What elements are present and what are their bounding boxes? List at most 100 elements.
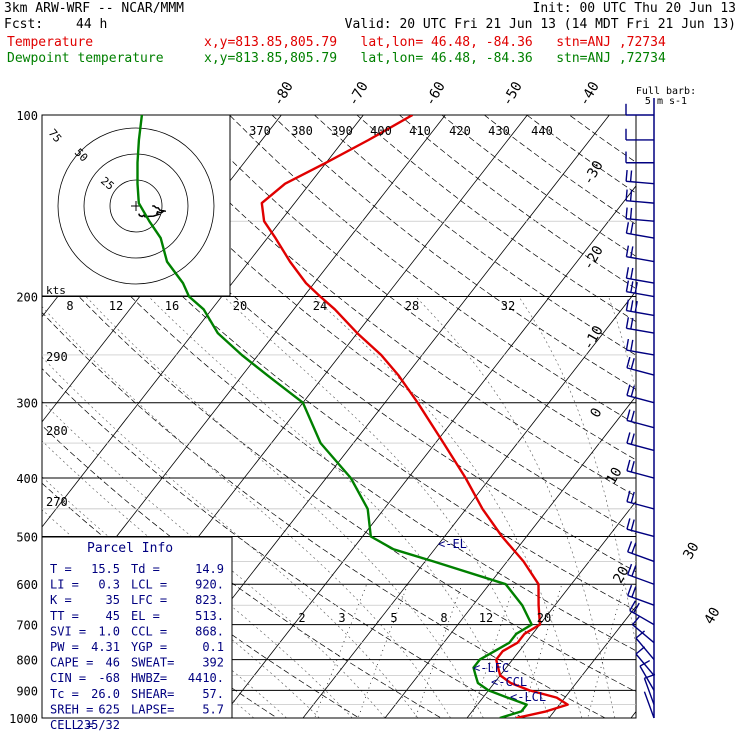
temperature-legend: Temperature bbox=[7, 35, 94, 50]
profiles bbox=[136, 115, 569, 718]
dry-adiabat bbox=[0, 115, 48, 731]
wind-barb-flag bbox=[625, 245, 630, 257]
header: 3km ARW-WRF -- NCAR/MMM Init: 00 UTC Thu… bbox=[0, 0, 740, 70]
wind-barb-flag bbox=[630, 358, 635, 370]
parcel-row-value: 920. bbox=[195, 578, 224, 592]
parcel-row-value: 0.1 bbox=[202, 640, 224, 654]
parcel-row-value: 15.5 bbox=[91, 562, 120, 576]
wind-barb-flag bbox=[626, 459, 631, 471]
pressure-tick-label: 900 bbox=[16, 684, 38, 698]
wind-barb-staff bbox=[639, 665, 655, 691]
dewpoint-legend: Dewpoint temperature bbox=[7, 51, 164, 66]
wind-barb-flag bbox=[635, 630, 646, 639]
parcel-row-value: 5.7 bbox=[202, 702, 224, 716]
parcel-row-name: SREH = bbox=[50, 702, 93, 716]
wind-barb-flag bbox=[625, 207, 628, 219]
isotherm-line bbox=[384, 395, 636, 718]
level-annotation: <-LCL bbox=[510, 690, 546, 704]
wind-barb-flag bbox=[630, 246, 634, 258]
parcel-row-name: TT = bbox=[50, 609, 79, 623]
wind-barb-flag bbox=[625, 189, 628, 201]
temperature-location: x,y=813.85,805.79 lat,lon= 46.48, -84.36… bbox=[204, 35, 666, 50]
wind-barb-flag bbox=[630, 433, 635, 445]
profile-dewpoint-temperature bbox=[136, 115, 533, 718]
wind-barb-flag bbox=[630, 300, 634, 312]
wind-speed-axis: 8 12 16 20 24 28 32 bbox=[66, 299, 515, 313]
model-title: 3km ARW-WRF -- NCAR/MMM bbox=[4, 1, 185, 16]
isotherm-label: 20 bbox=[610, 564, 632, 587]
parcel-row-name: K = bbox=[50, 593, 72, 607]
pressure-tick-label: 300 bbox=[16, 397, 38, 411]
dry-adiabat bbox=[271, 115, 636, 390]
moist-adiabat bbox=[608, 296, 636, 394]
parcel-row-name: CELL = bbox=[50, 718, 93, 732]
forecast-hours: 44 h bbox=[76, 17, 108, 32]
wind-barb-staff bbox=[626, 277, 655, 284]
parcel-row-name: CAPE = bbox=[50, 656, 93, 670]
wind-barb-flag bbox=[629, 170, 633, 182]
wind-barb-staff bbox=[626, 199, 655, 204]
parcel-row-name: T = bbox=[50, 562, 72, 576]
mixing-ratio-line bbox=[521, 584, 563, 718]
parcel-row-value: 513. bbox=[195, 609, 224, 623]
parcel-row-name: Td = bbox=[131, 562, 160, 576]
hodograph-trace bbox=[138, 205, 167, 218]
dry-adiabat bbox=[399, 115, 636, 290]
isotherm-label: -20 bbox=[580, 243, 607, 273]
dry-adiabat bbox=[484, 115, 636, 225]
forecast-label: Fcst: bbox=[4, 17, 44, 32]
pressure-tick-label: 600 bbox=[16, 578, 38, 592]
parcel-row-name: PW = bbox=[50, 640, 79, 654]
dry-adiabats bbox=[0, 115, 636, 731]
parcel-row-value: 625 bbox=[98, 702, 120, 716]
wind-barb-staff bbox=[626, 327, 655, 334]
wind-barb-flag bbox=[630, 385, 635, 397]
wind-barb-flag bbox=[630, 281, 634, 293]
wind-barb-flag bbox=[634, 282, 638, 294]
wind-barb-flag bbox=[627, 584, 633, 596]
parcel-row-name: LI = bbox=[50, 578, 79, 592]
pressure-tick-label: 200 bbox=[16, 291, 38, 305]
wind-barb-flag bbox=[625, 280, 630, 292]
wind-speed-tick-label: 8 bbox=[66, 299, 73, 313]
mixing-ratio-line bbox=[587, 584, 625, 718]
moist-adiabat bbox=[682, 297, 714, 719]
wind-barb-flag bbox=[625, 299, 630, 311]
isotherm-line bbox=[220, 185, 636, 718]
mixing-ratio-lines bbox=[314, 584, 625, 718]
pressure-tick-label: 400 bbox=[16, 472, 38, 486]
theta-label: 410 bbox=[409, 124, 431, 138]
mixing-ratio-label: 2 bbox=[298, 611, 305, 625]
theta-label: 430 bbox=[488, 124, 510, 138]
dry-adiabat bbox=[42, 146, 636, 612]
wind-barb-flag bbox=[626, 490, 631, 502]
wind-barb-flag bbox=[629, 600, 636, 611]
wind-barb-flag bbox=[635, 646, 646, 655]
parcel-row-value: 392 bbox=[202, 656, 224, 670]
isotherm-label: -80 bbox=[270, 79, 297, 109]
wind-barb-flag bbox=[625, 338, 630, 351]
theta-label: 400 bbox=[370, 124, 392, 138]
isotherm-line bbox=[703, 102, 740, 731]
wind-barb-staff bbox=[643, 691, 655, 719]
isotherm-label: 10 bbox=[603, 465, 625, 488]
level-annotation: <-EL bbox=[438, 537, 467, 551]
theta-label: 380 bbox=[291, 124, 313, 138]
moist-adiabat bbox=[415, 296, 615, 718]
parcel-row-name: SVI = bbox=[50, 624, 86, 638]
theta-label: 420 bbox=[449, 124, 471, 138]
pressure-tick-label: 800 bbox=[16, 654, 38, 668]
isotherm-label: -60 bbox=[422, 79, 449, 109]
wind-barb-flag bbox=[630, 317, 634, 330]
valid-time: Valid: 20 UTC Fri 21 Jun 13 (14 MDT Fri … bbox=[344, 17, 736, 32]
wind-barb-flag bbox=[630, 519, 635, 531]
isotherm-label: -30 bbox=[580, 158, 607, 188]
isotherm-label: -50 bbox=[499, 79, 526, 109]
wind-barb-staff bbox=[635, 653, 655, 676]
wind-barb-staff bbox=[626, 232, 655, 239]
moist-adiabat bbox=[148, 296, 517, 718]
parcel-row-value: 868. bbox=[195, 624, 224, 638]
